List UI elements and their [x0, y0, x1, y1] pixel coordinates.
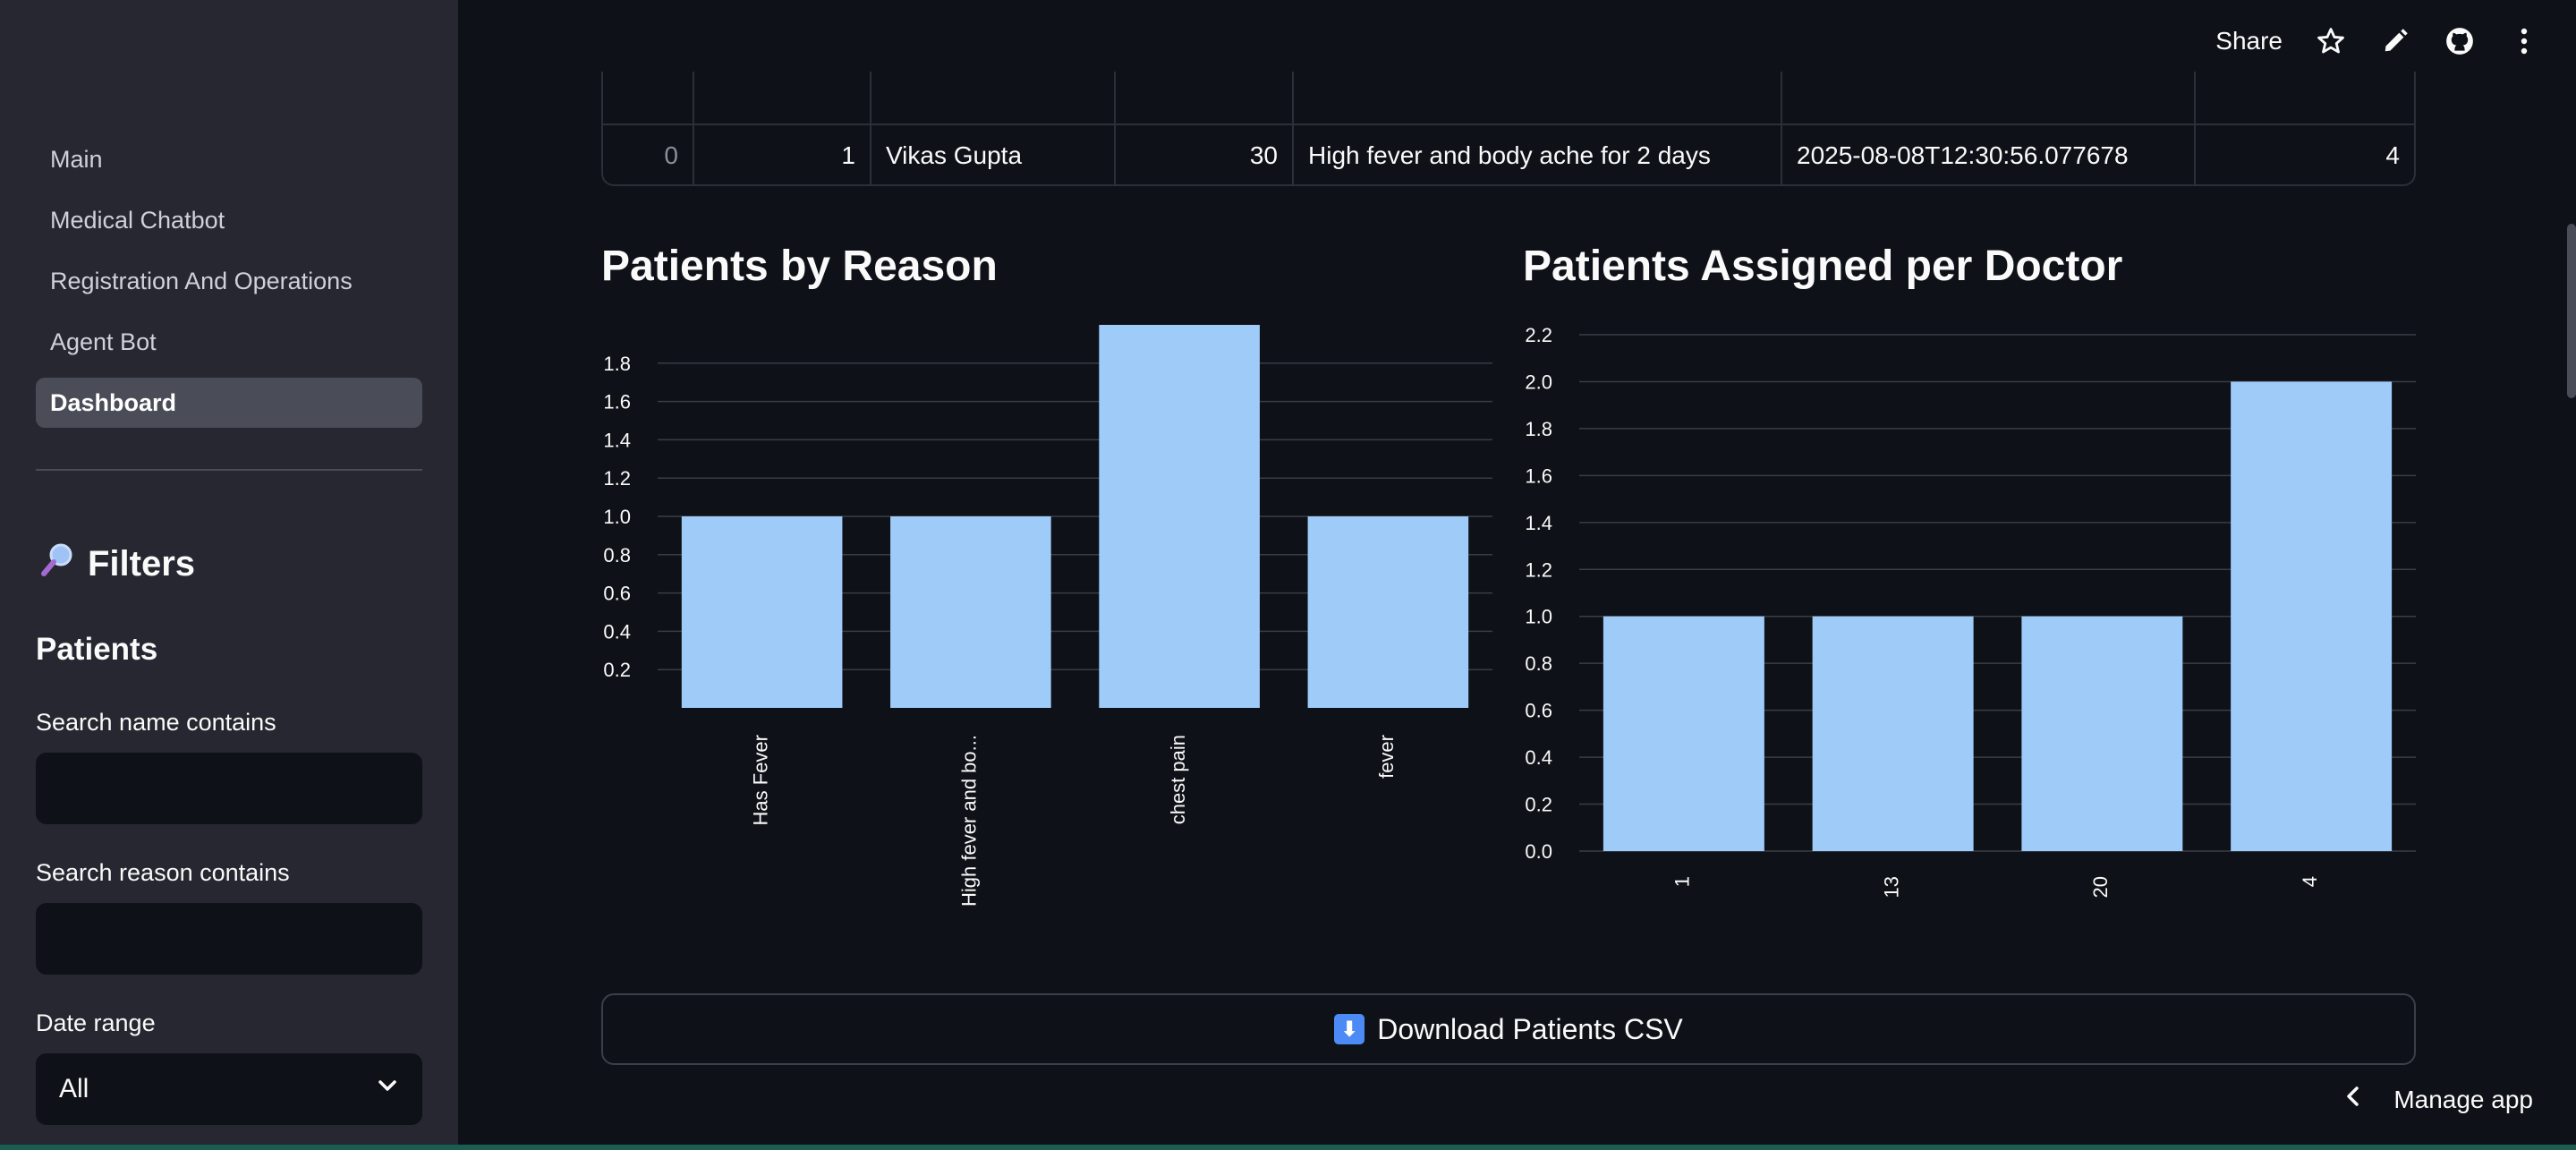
y-tick-label: 1.8 [1525, 418, 1552, 440]
x-tick-label: 13 [1880, 876, 1902, 898]
y-tick-label: 1.6 [1525, 464, 1552, 487]
y-tick-label: 1.4 [1525, 512, 1552, 534]
filters-title: Filters [88, 543, 196, 584]
nav-item-agent-bot[interactable]: Agent Bot [50, 328, 157, 355]
x-tick-label: chest pain [1167, 735, 1189, 824]
share-button[interactable]: Share [2215, 27, 2283, 55]
filters-heading: Filters [39, 541, 195, 587]
table-cell-reason: High fever and body ache for 2 days [1294, 125, 1782, 184]
chart-doctor: 0.0 0.2 0.4 0.6 0.8 1.0 1.2 1.4 1.6 1.8 2.0 2.2 1 13 2… [1525, 324, 2416, 898]
chevron-left-icon [2343, 1085, 2363, 1114]
nav-item-medical-chatbot[interactable]: Medical Chatbot [50, 207, 225, 234]
download-arrow-icon: ⬇ [1334, 1014, 1365, 1044]
y-tick-label: 2.2 [1525, 324, 1552, 346]
bar [890, 516, 1051, 708]
y-tick-label: 1.0 [603, 506, 631, 528]
chart-title-reason: Patients by Reason [601, 243, 998, 290]
main-scrollbar[interactable] [2567, 224, 2576, 398]
table-column-divider [1114, 72, 1116, 124]
y-tick-label: 1.8 [603, 353, 631, 375]
chart-title-doctor: Patients Assigned per Doctor [1523, 243, 2123, 290]
x-tick-label: fever [1375, 735, 1398, 779]
bar [2021, 616, 2183, 851]
table-cell-doctor: 4 [2385, 141, 2400, 169]
bar [1099, 325, 1260, 708]
y-tick-label: 1.6 [603, 391, 631, 413]
search-reason-label: Search reason contains [36, 859, 290, 886]
table-cell-age: 30 [1116, 125, 1294, 184]
y-tick-label: 0.2 [603, 659, 631, 681]
more-icon[interactable] [2508, 25, 2540, 57]
table-cell-name: Vikas Gupta [871, 125, 1116, 184]
nav-item-dashboard[interactable]: Dashboard [36, 378, 422, 428]
chevron-down-icon [376, 1074, 399, 1104]
date-range-select[interactable]: All [36, 1053, 422, 1125]
pencil-icon[interactable] [2379, 25, 2411, 57]
y-tick-label: 0.2 [1525, 794, 1552, 816]
sidebar-nav: Main Medical Chatbot Registration And Op… [36, 134, 422, 439]
y-tick-label: 0.8 [1525, 652, 1552, 675]
sidebar-divider [36, 469, 422, 471]
nav-item-registration-and-operations[interactable]: Registration And Operations [50, 268, 353, 294]
y-tick-label: 0.8 [603, 544, 631, 566]
table-column-divider [1781, 72, 1782, 124]
search-name-label: Search name contains [36, 709, 276, 736]
chart-reason: 0.2 0.4 0.6 0.8 1.0 1.2 1.4 1.6 1.8 Has Fever High… [603, 325, 1492, 907]
bar [1307, 516, 1469, 708]
y-tick-label: 0.4 [1525, 746, 1552, 769]
x-tick-label: 20 [2089, 876, 2112, 898]
table-column-divider [2194, 72, 2196, 124]
sidebar: Main Medical Chatbot Registration And Op… [0, 0, 458, 1150]
nav-item-main[interactable]: Main [50, 146, 103, 173]
x-tick-label: 1 [1671, 876, 1694, 887]
x-tick-label: High fever and bo... [958, 735, 981, 907]
manage-app-button[interactable]: Manage app [2343, 1085, 2533, 1114]
table-cell-index: 0 [603, 125, 694, 184]
y-tick-label: 0.6 [603, 583, 631, 605]
date-range-label: Date range [36, 1009, 156, 1036]
table-cell-timestamp: 2025-08-08T12:30:56.077678 [1782, 125, 2196, 184]
y-tick-label: 1.4 [603, 429, 631, 451]
bar [1812, 616, 1974, 851]
search-name-input[interactable] [36, 753, 422, 824]
y-tick-label: 0.6 [1525, 700, 1552, 722]
bar [681, 516, 843, 708]
patients-section-title: Patients [36, 632, 158, 667]
table-column-divider [870, 72, 871, 124]
table-cell-id: 1 [694, 125, 871, 184]
bar [2231, 381, 2393, 851]
y-tick-label: 1.2 [1525, 558, 1552, 581]
table-row[interactable]: 0 1 Vikas Gupta 30 High fever and body a… [603, 124, 2414, 184]
manage-app-label: Manage app [2393, 1085, 2533, 1113]
star-icon[interactable] [2315, 25, 2347, 57]
app-toolbar: Share [2215, 25, 2540, 57]
table-column-divider [1292, 72, 1294, 124]
y-tick-label: 2.0 [1525, 371, 1552, 393]
download-patients-csv-button[interactable]: ⬇ Download Patients CSV [601, 993, 2416, 1065]
y-tick-label: 1.0 [1525, 606, 1552, 628]
download-button-label: Download Patients CSV [1377, 1012, 1683, 1045]
x-tick-label: 4 [2299, 876, 2321, 887]
date-range-value: All [59, 1074, 89, 1103]
magnifier-icon [39, 541, 77, 587]
table-column-divider [693, 72, 694, 124]
bar [1603, 616, 1764, 851]
bottom-accent-line [0, 1145, 2576, 1150]
patients-table[interactable]: 0 1 Vikas Gupta 30 High fever and body a… [601, 72, 2416, 186]
github-icon[interactable] [2444, 25, 2476, 57]
search-reason-input[interactable] [36, 903, 422, 975]
y-tick-label: 1.2 [603, 467, 631, 490]
y-tick-label: 0.0 [1525, 840, 1552, 863]
y-tick-label: 0.4 [603, 620, 631, 643]
x-tick-label: Has Fever [749, 735, 771, 825]
